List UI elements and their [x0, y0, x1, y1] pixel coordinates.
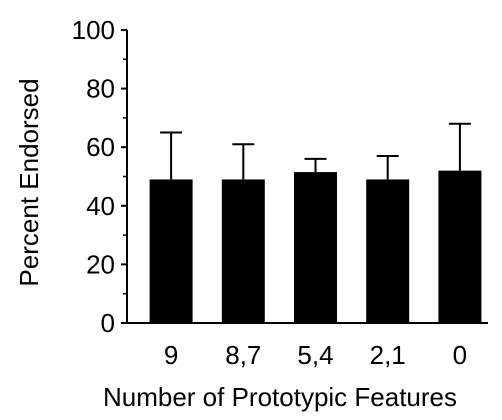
- y-tick-label: 80: [86, 74, 115, 104]
- bar-2,1: [366, 179, 410, 323]
- y-axis: 0 20 40 60 80 100: [72, 15, 128, 338]
- bar-9: [149, 179, 193, 323]
- x-tick-label: 9: [164, 340, 178, 370]
- y-tick-label: 100: [72, 15, 115, 45]
- y-tick-label: 40: [86, 191, 115, 221]
- bar-0: [438, 170, 482, 323]
- x-tick-label: 5,4: [297, 340, 333, 370]
- x-axis: 9 8,7 5,4 2,1 0: [127, 322, 488, 370]
- y-tick-label: 20: [86, 249, 115, 279]
- x-tick-label: 8,7: [225, 340, 261, 370]
- y-tick-label: 60: [86, 132, 115, 162]
- x-axis-title: Number of Prototypic Features: [103, 382, 457, 412]
- bars: [149, 170, 482, 323]
- x-tick-label: 0: [453, 340, 467, 370]
- y-axis-title: Percent Endorsed: [14, 78, 44, 286]
- y-tick-label: 0: [101, 308, 115, 338]
- error-bars: [160, 122, 471, 180]
- bar-5,4: [294, 172, 337, 323]
- bar-8,7: [221, 179, 265, 323]
- x-tick-label: 2,1: [370, 340, 406, 370]
